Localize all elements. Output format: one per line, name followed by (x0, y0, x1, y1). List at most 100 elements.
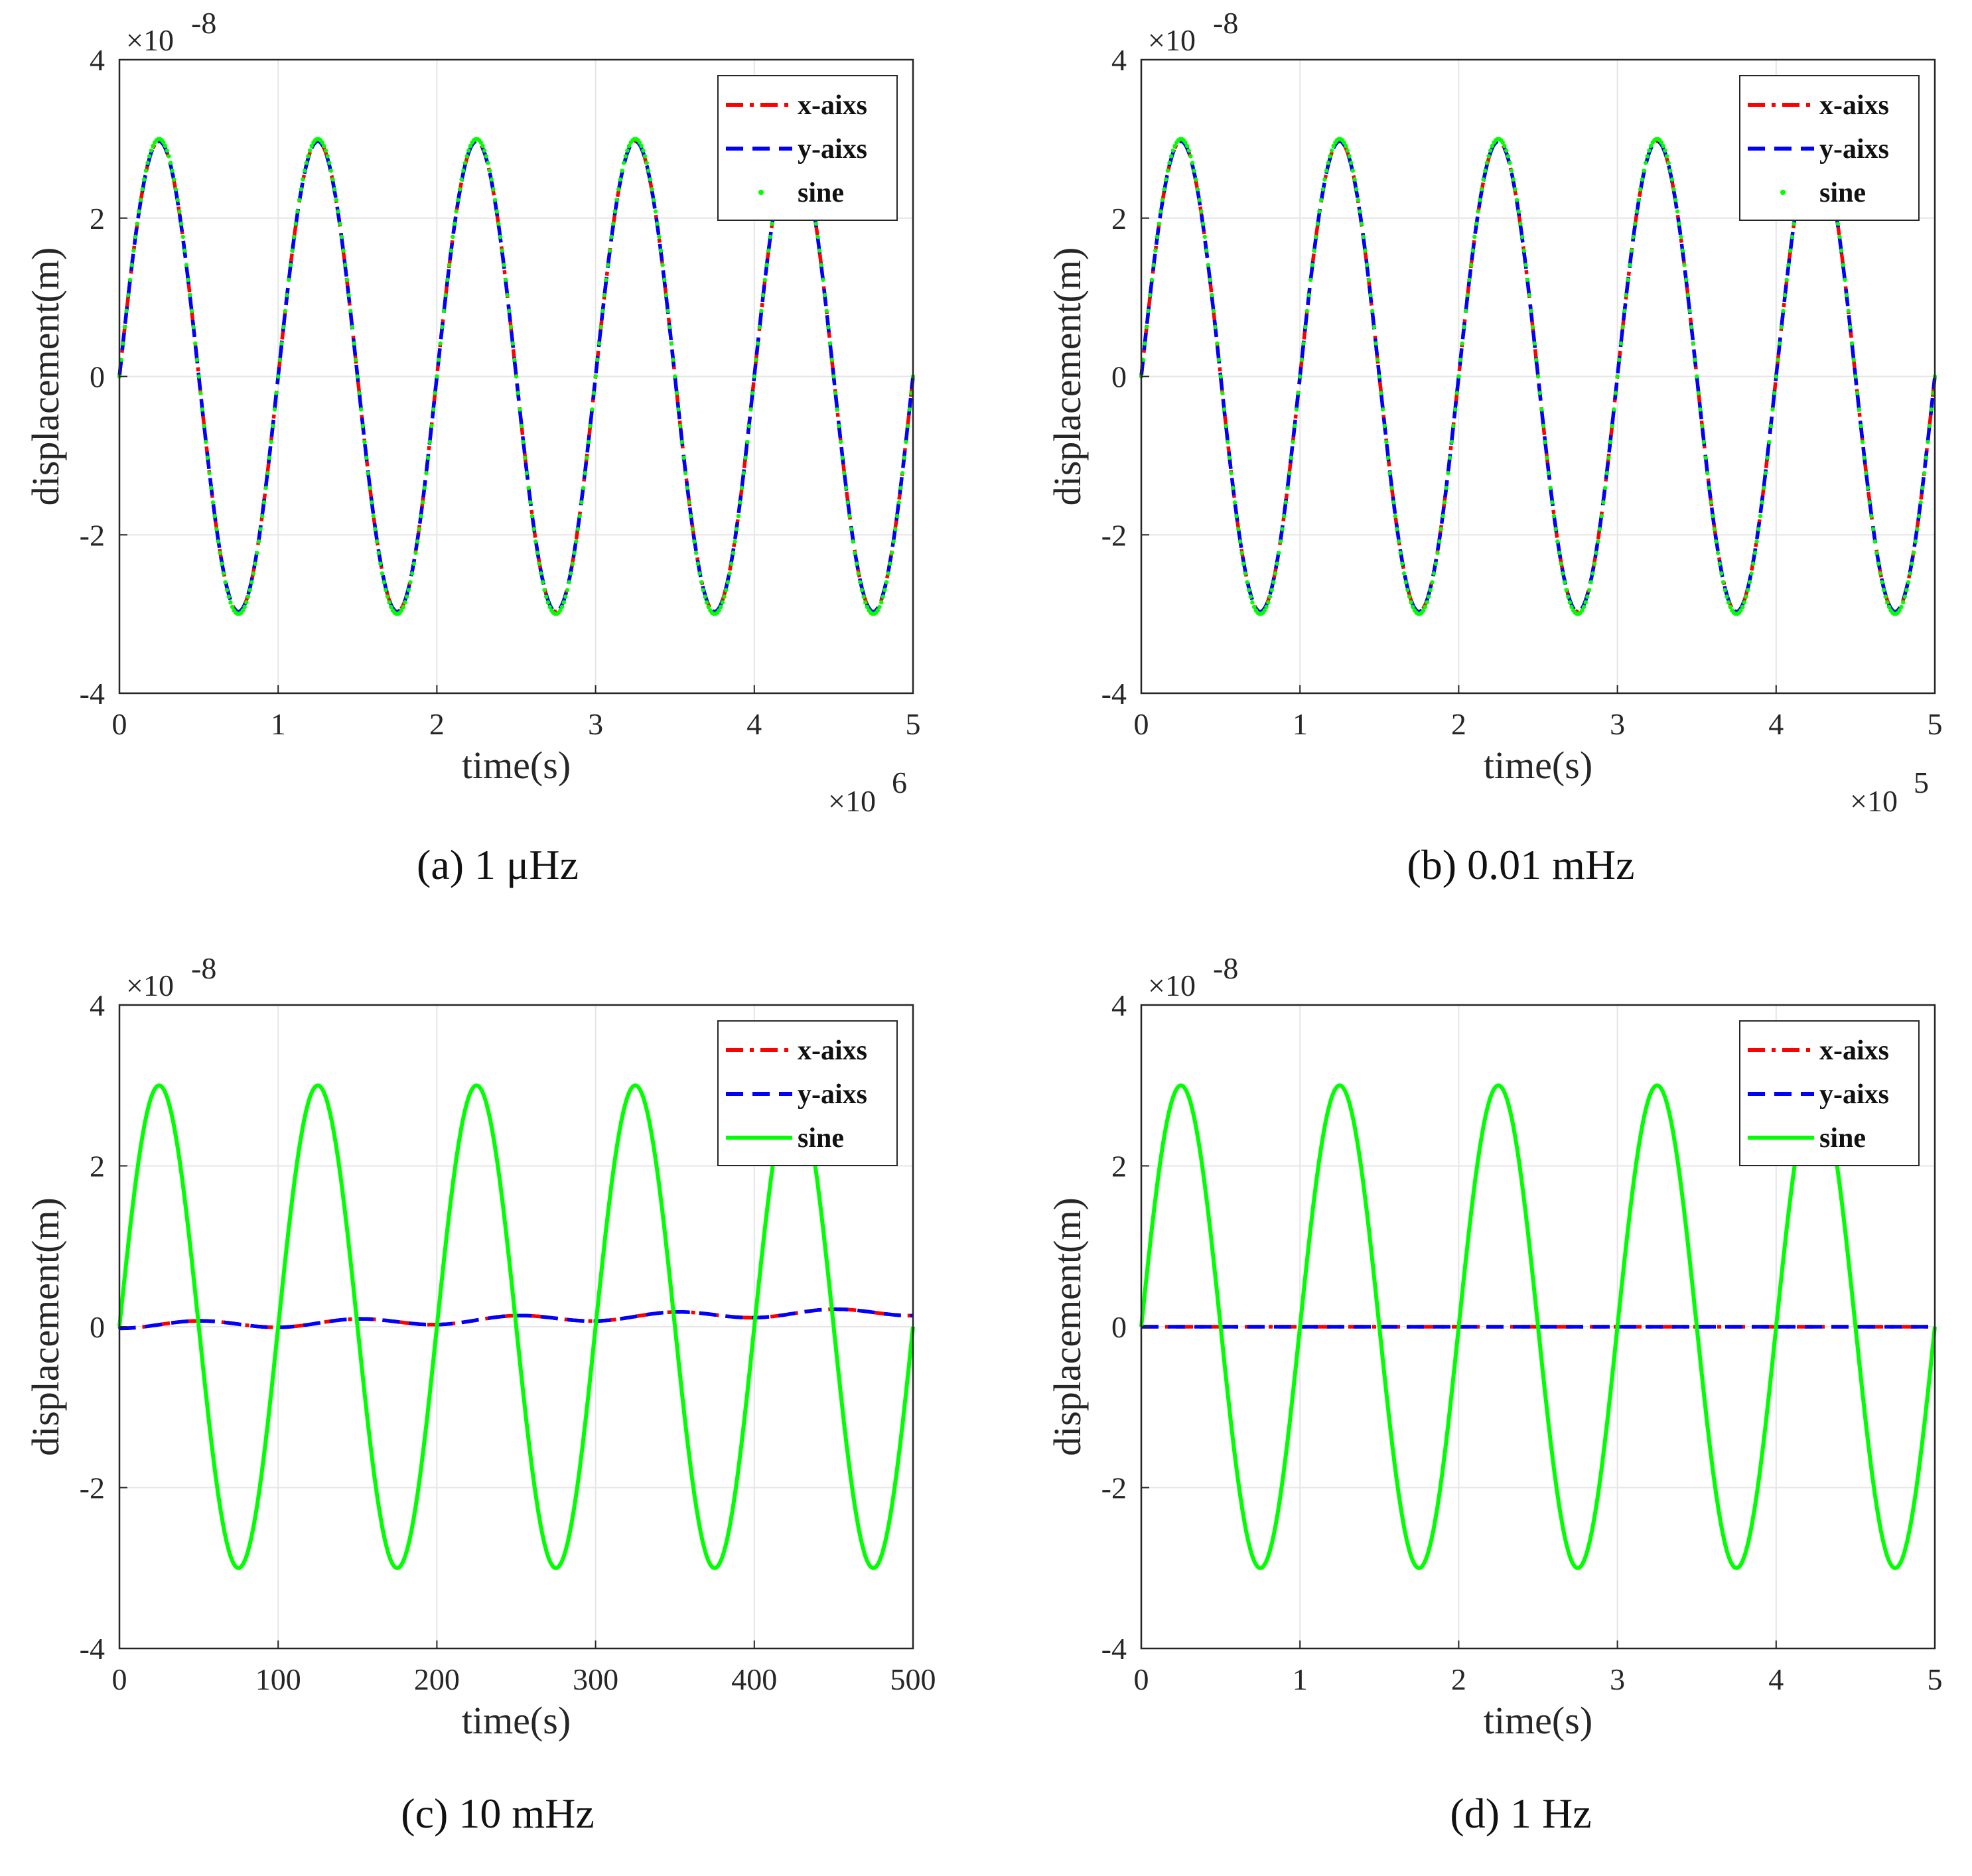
x-tick-label: 100 (255, 1662, 301, 1696)
data-point (341, 248, 346, 253)
data-point (1366, 277, 1372, 282)
data-point (247, 588, 252, 592)
data-point (1248, 594, 1253, 599)
data-point (188, 293, 192, 298)
data-point (1768, 423, 1773, 429)
data-point (842, 471, 847, 476)
data-point (1566, 594, 1571, 599)
data-point (644, 161, 649, 165)
data-point (1391, 500, 1396, 505)
data-point (750, 391, 755, 395)
data-point (1751, 561, 1756, 566)
data-point (523, 455, 528, 460)
data-point (299, 187, 303, 192)
data-point (334, 198, 339, 202)
data-point (738, 500, 742, 505)
data-point (1312, 248, 1316, 253)
data-point (1620, 324, 1625, 330)
data-point (1744, 594, 1748, 599)
data-point (352, 341, 356, 346)
data-point (1851, 358, 1856, 362)
legend-label-y-aixs: y-aixs (1819, 1079, 1889, 1110)
data-point (1843, 277, 1847, 282)
data-point (1194, 177, 1198, 182)
data-point (1786, 263, 1791, 267)
data-point (1164, 177, 1168, 182)
data-point (1423, 604, 1428, 610)
data-point (263, 486, 268, 490)
data-point (1860, 440, 1865, 444)
data-point (253, 561, 257, 566)
tick-labels: 0 1 2 3 4 5 -4 -2 0 2 4 (80, 43, 921, 741)
data-point (1640, 177, 1644, 182)
data-point (401, 604, 406, 610)
data-point (1870, 527, 1876, 531)
data-point (484, 154, 488, 159)
data-point (514, 374, 519, 379)
data-point (519, 423, 524, 429)
data-point (1380, 407, 1385, 412)
data-point (1231, 486, 1235, 490)
x-tick-label: 0 (112, 707, 127, 741)
panel-caption: (d) 1 Hz (1450, 1790, 1591, 1837)
data-point (230, 604, 235, 610)
data-point (904, 440, 908, 444)
data-point (827, 341, 833, 346)
data-point (740, 486, 744, 490)
data-point (131, 248, 136, 253)
data-point (1673, 198, 1678, 202)
data-point (614, 198, 619, 202)
data-point (357, 391, 362, 395)
data-point (371, 513, 376, 519)
data-point (1454, 391, 1459, 395)
data-point (466, 148, 471, 153)
data-point (457, 187, 462, 192)
data-point (1752, 551, 1758, 555)
data-point (837, 423, 841, 429)
data-point (1615, 374, 1620, 379)
data-point (1232, 500, 1237, 505)
data-point (639, 143, 644, 149)
data-point (849, 527, 854, 531)
data-point (1695, 374, 1699, 379)
data-point (1280, 527, 1285, 531)
data-point (891, 539, 896, 544)
y-tick-label: -2 (80, 518, 105, 552)
data-point (500, 248, 504, 253)
data-point (1629, 248, 1634, 253)
tick-labels: 0 1 2 3 4 5 -4 -2 0 2 4 (1101, 43, 1943, 741)
data-point (1525, 277, 1530, 282)
data-point (1421, 608, 1426, 613)
data-point (373, 527, 378, 531)
data-point (1776, 358, 1780, 362)
data-point (443, 293, 448, 298)
data-point (1481, 177, 1486, 182)
data-point (905, 423, 910, 429)
data-point (1865, 486, 1870, 490)
data-point (353, 358, 358, 362)
data-point (1872, 539, 1877, 544)
y-multiplier: ×10 (1148, 969, 1196, 1002)
data-point (1610, 423, 1614, 429)
data-point (1428, 588, 1433, 592)
data-point (1916, 513, 1922, 519)
data-point (1624, 293, 1629, 298)
data-point (1717, 561, 1722, 566)
data-point (1304, 308, 1310, 313)
data-point (170, 168, 175, 173)
data-point (1204, 248, 1209, 253)
data-point (1684, 277, 1689, 282)
data-point (1839, 248, 1844, 253)
data-point (722, 594, 727, 599)
data-point (1264, 604, 1269, 610)
data-point (725, 580, 731, 584)
data-point (417, 527, 421, 531)
data-point (577, 513, 582, 519)
data-point (669, 341, 674, 346)
data-point (1442, 500, 1447, 505)
data-point (1539, 407, 1544, 412)
data-point (1291, 440, 1295, 444)
data-point (306, 154, 311, 159)
data-point (1714, 539, 1719, 544)
data-point (147, 154, 152, 159)
